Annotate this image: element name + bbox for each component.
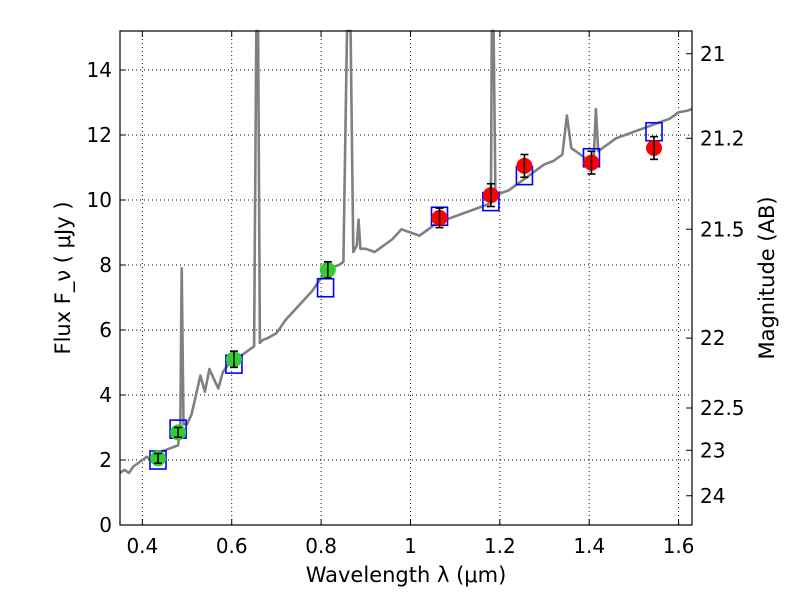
y-tick-label: 0: [99, 513, 112, 537]
data-points: [149, 121, 663, 470]
grid: [120, 31, 692, 526]
y-tick-label: 12: [87, 123, 112, 147]
y-tick-label: 10: [87, 188, 112, 212]
spectrum-line: [119, 29, 693, 475]
right-tick-label: 22: [700, 326, 725, 350]
y-tick-label: 6: [99, 318, 112, 342]
plot-frame: [119, 30, 693, 526]
right-tick-label: 24: [700, 484, 725, 508]
x-tick-label: 0.4: [126, 534, 158, 558]
x-tick-label: 1.6: [663, 534, 695, 558]
x-axis-label: Wavelength λ (μm): [306, 563, 507, 587]
x-tick-label: 0.6: [216, 534, 248, 558]
x-tick-label: 1.2: [484, 534, 516, 558]
model-spectrum: [119, 29, 693, 475]
x-tick-label: 1: [404, 534, 417, 558]
x-tick-label: 0.8: [305, 534, 337, 558]
y-right-axis-label: Magnitude (AB): [755, 196, 779, 359]
x-tick-label: 1.4: [573, 534, 605, 558]
right-tick-label: 21.2: [700, 126, 745, 150]
y-tick-label: 8: [99, 253, 112, 277]
right-tick-label: 21.5: [700, 217, 745, 241]
y-axis-label: Flux F_ν ( μJy ): [51, 201, 76, 354]
y-tick-label: 14: [87, 58, 112, 82]
y-tick-label: 2: [99, 448, 112, 472]
right-tick-label: 21: [700, 42, 725, 66]
right-tick-label: 22.5: [700, 396, 745, 420]
y-tick-label: 4: [99, 383, 112, 407]
right-tick-label: 23: [700, 438, 725, 462]
ticks: 0.4 0.6 0.8 1 1.2 1.4 1.6024681012142121.221.5…: [87, 31, 745, 558]
